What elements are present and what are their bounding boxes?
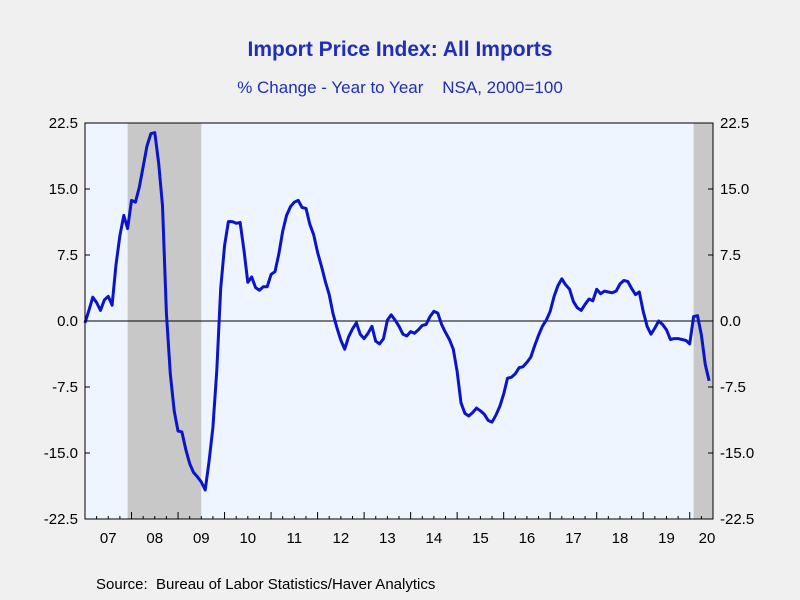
y-tick-label-left: -7.5	[52, 379, 78, 396]
x-tick-label: 08	[146, 530, 163, 547]
x-tick-label: 16	[519, 530, 536, 547]
y-tick-label-right: -7.5	[720, 379, 746, 396]
x-tick-label: 18	[612, 530, 629, 547]
y-tick-label-right: -22.5	[720, 511, 754, 528]
x-tick-label: 12	[333, 530, 350, 547]
x-tick-label: 07	[100, 530, 117, 547]
x-tick-label: 20	[699, 530, 716, 547]
x-tick-label: 14	[426, 530, 443, 547]
y-tick-label-left: 7.5	[57, 247, 78, 264]
y-tick-label-left: 0.0	[57, 313, 78, 330]
x-tick-label: 19	[658, 530, 675, 547]
y-tick-label-right: -15.0	[720, 445, 754, 462]
y-tick-label-right: 7.5	[720, 247, 741, 264]
x-tick-label: 17	[565, 530, 582, 547]
y-tick-label-left: -22.5	[44, 511, 78, 528]
y-tick-label-left: -15.0	[44, 445, 78, 462]
chart-subtitle: % Change - Year to Year NSA, 2000=100	[237, 78, 563, 97]
x-tick-label: 11	[287, 530, 303, 547]
series-line	[83, 131, 711, 492]
y-tick-label-left: 22.5	[49, 115, 78, 132]
source-note: Source: Bureau of Labor Statistics/Haver…	[96, 576, 436, 593]
x-tick-label: 13	[379, 530, 396, 547]
y-tick-label-right: 15.0	[720, 181, 749, 198]
y-tick-label-right: 0.0	[720, 313, 741, 330]
axes: 22.5 22.5 15.0 15.0 7.5 7.5 0.0 0.0 -7.5 -7.5 -15.…	[44, 115, 754, 547]
x-tick-label: 10	[239, 530, 256, 547]
x-tick-label: 15	[472, 530, 489, 547]
x-tick-label: 09	[193, 530, 210, 547]
y-tick-label-right: 22.5	[720, 115, 749, 132]
series-layer	[83, 131, 711, 492]
chart-title: Import Price Index: All Imports	[247, 38, 553, 61]
y-tick-label-left: 15.0	[49, 181, 78, 198]
